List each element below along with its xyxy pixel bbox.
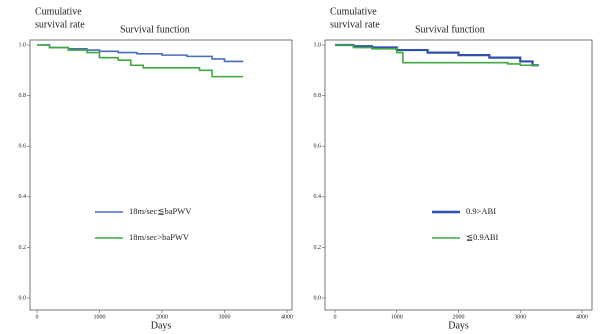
legend-label: 18m/sec≦baPWV (129, 206, 192, 216)
plot-frame (29, 39, 293, 311)
x-tick-label: 2000 (156, 314, 168, 320)
y-tick-label: 0.0 (314, 295, 322, 301)
y-tick-label: 0.8 (314, 93, 322, 99)
survival-line (335, 44, 539, 67)
y-axis-label: survival rate (35, 19, 85, 30)
chart-title: Survival function (120, 24, 190, 35)
y-tick-label: 1.0 (314, 42, 322, 48)
x-tick-label: 0 (334, 314, 337, 320)
y-tick-label: 0.2 (314, 245, 322, 251)
x-tick-label: 3000 (219, 314, 231, 320)
x-tick-label: 1000 (391, 314, 403, 320)
y-tick-label: 0.6 (19, 144, 27, 150)
y-tick-label: 0.4 (19, 194, 27, 200)
y-axis-label: survival rate (330, 19, 380, 30)
x-tick-label: 3000 (514, 314, 526, 320)
y-tick-label: 0.8 (19, 93, 27, 99)
x-tick-label: 4000 (281, 314, 293, 320)
y-tick-label: 0.4 (314, 194, 322, 200)
x-axis-label: Days (151, 320, 172, 331)
y-tick-label: 0.0 (19, 295, 27, 301)
x-axis-label: Days (448, 320, 469, 331)
x-tick-label: 4000 (576, 314, 588, 320)
legend-label: 0.9>ABI (466, 206, 496, 216)
legend-label: ≦0.9ABI (466, 232, 499, 242)
chart-title: Survival function (415, 24, 485, 35)
x-tick-label: 1000 (94, 314, 106, 320)
survival-line (37, 44, 244, 78)
plot-frame (324, 39, 593, 311)
y-axis-label: Cumulative (35, 6, 82, 17)
y-tick-label: 0.6 (314, 144, 322, 150)
y-tick-label: 0.2 (19, 245, 27, 251)
x-tick-label: 0 (36, 314, 39, 320)
y-axis-label: Cumulative (330, 6, 377, 17)
survival-line (335, 43, 539, 67)
x-tick-label: 2000 (453, 314, 465, 320)
y-tick-label: 1.0 (19, 42, 27, 48)
legend-label: 18m/sec>baPWV (129, 232, 190, 242)
